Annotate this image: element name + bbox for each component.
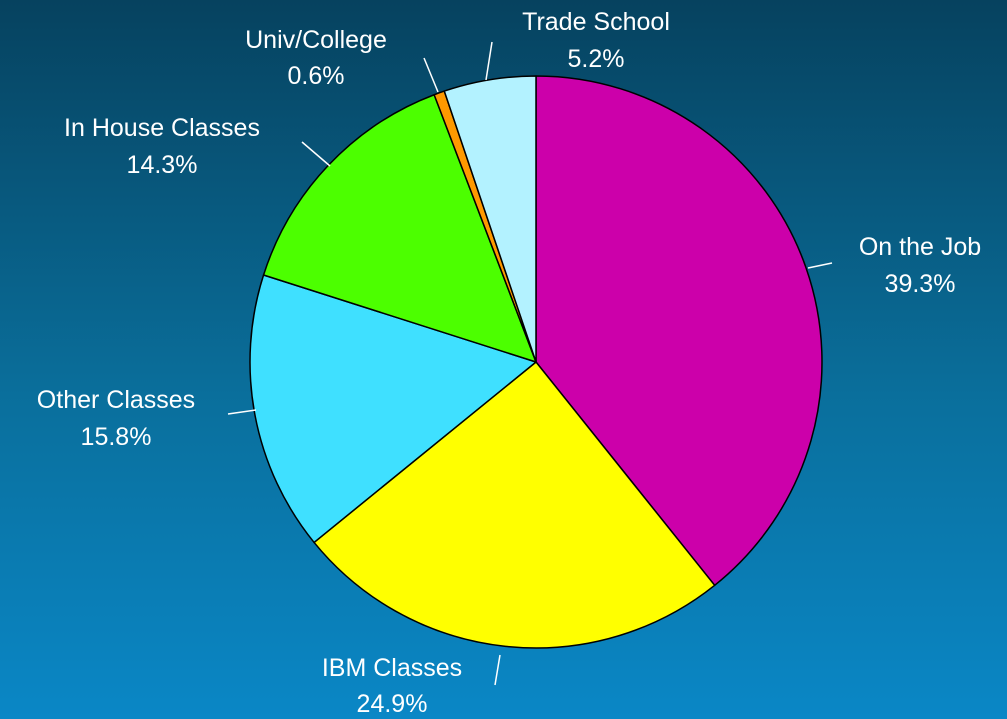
leader-ibm-classes xyxy=(494,654,501,686)
value-in-house-classes: 14.3% xyxy=(127,151,198,179)
label-on-the-job: On the Job xyxy=(859,233,981,261)
label-trade-school: Trade School xyxy=(522,8,670,36)
value-univ-college: 0.6% xyxy=(288,62,345,90)
value-trade-school: 5.2% xyxy=(568,45,625,73)
pie-slices xyxy=(249,75,823,649)
leader-other-classes xyxy=(227,409,257,415)
slice-on-the-job xyxy=(535,75,823,587)
value-ibm-classes: 24.9% xyxy=(357,690,428,718)
value-other-classes: 15.8% xyxy=(81,423,152,451)
leader-univ-college xyxy=(423,57,439,93)
leader-on-the-job xyxy=(807,262,833,269)
slice-other-classes xyxy=(249,274,537,544)
slice-trade-school xyxy=(443,75,537,363)
leader-trade-school xyxy=(485,41,493,81)
value-on-the-job: 39.3% xyxy=(885,270,956,298)
leader-in-house-classes xyxy=(301,141,331,167)
label-in-house-classes: In House Classes xyxy=(64,114,260,142)
label-univ-college: Univ/College xyxy=(245,26,387,54)
leader-lines xyxy=(227,41,833,686)
label-ibm-classes: IBM Classes xyxy=(322,654,462,682)
slice-ibm-classes xyxy=(313,361,716,649)
label-other-classes: Other Classes xyxy=(37,386,195,414)
